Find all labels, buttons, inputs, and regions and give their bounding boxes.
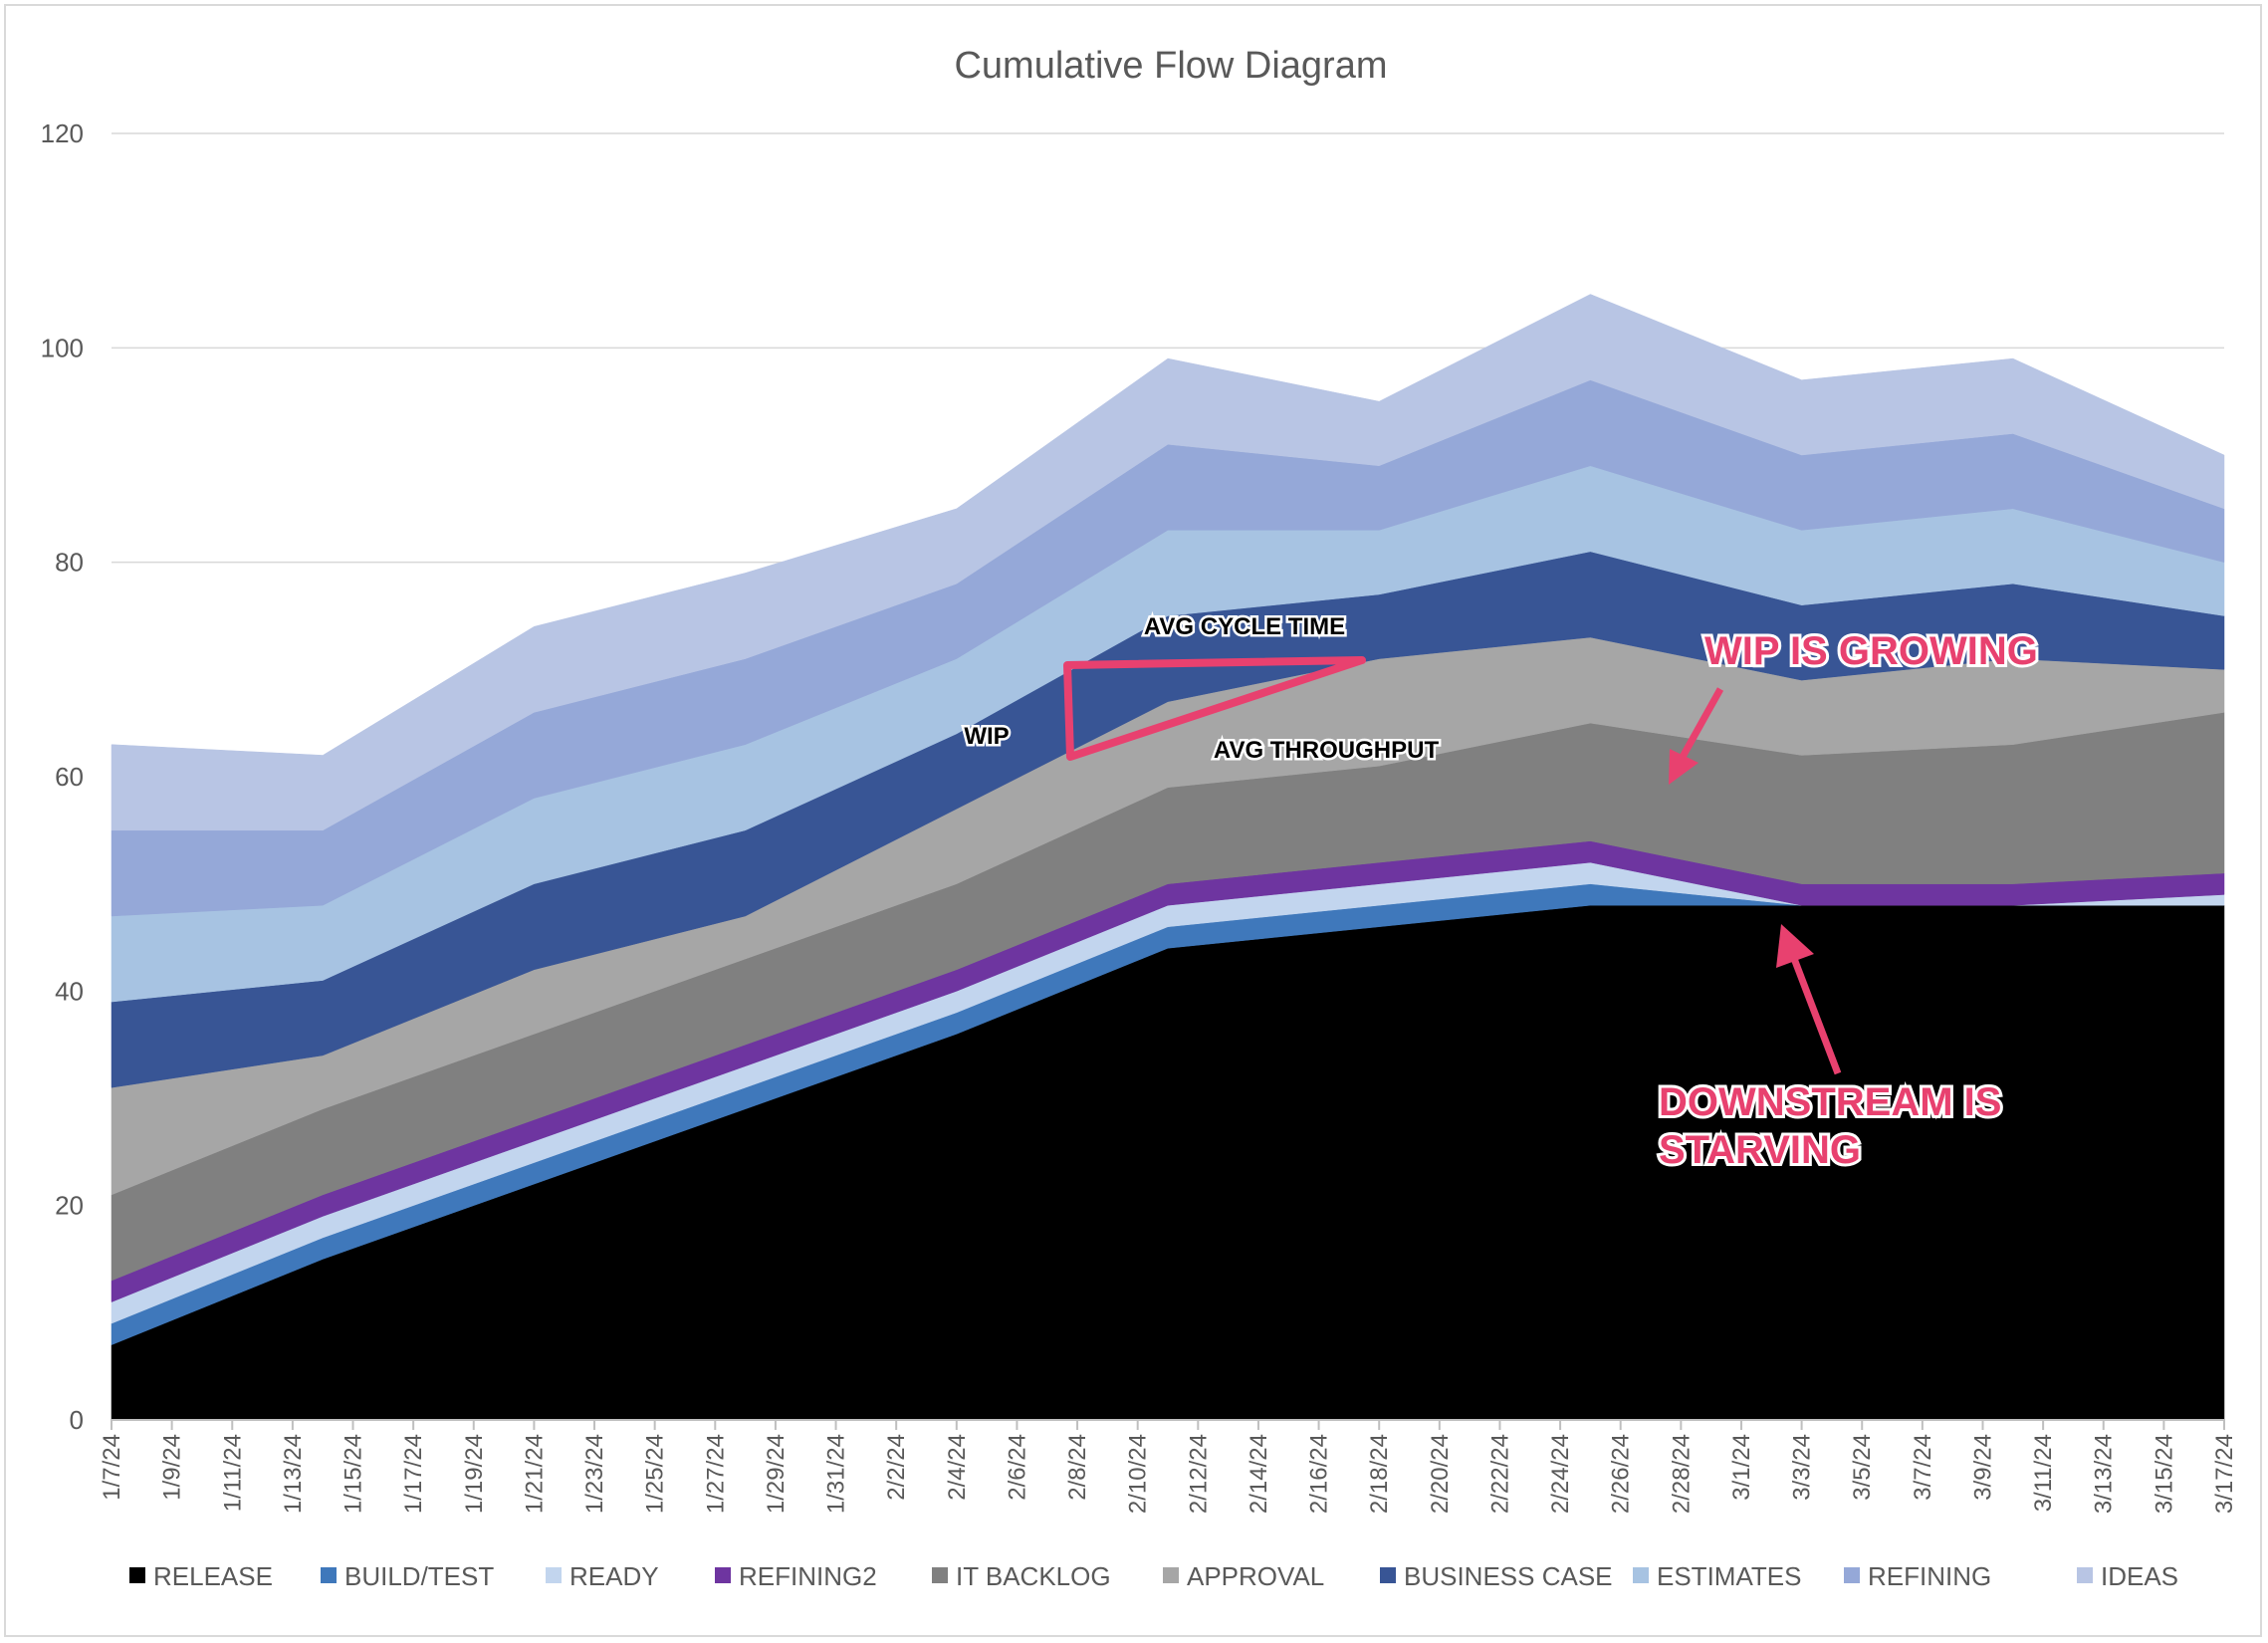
legend-item: REFINING2: [715, 1561, 877, 1591]
x-tick-label: 1/21/24: [521, 1434, 548, 1514]
x-tick-label: 2/14/24: [1246, 1434, 1272, 1514]
legend-item: IT BACKLOG: [932, 1561, 1111, 1591]
legend-label: APPROVAL: [1187, 1561, 1324, 1591]
wip-growing-label: WIP IS GROWING: [1704, 629, 2038, 673]
x-tick-label: 2/6/24: [1004, 1434, 1030, 1501]
downstream-label-line1: DOWNSTREAM IS: [1659, 1080, 2001, 1124]
x-tick-label: 1/9/24: [159, 1434, 186, 1501]
legend-swatch: [715, 1567, 731, 1583]
x-tick-label: 1/7/24: [99, 1434, 125, 1501]
legend-label: RELEASE: [153, 1561, 273, 1591]
legend-item: APPROVAL: [1163, 1561, 1324, 1591]
x-tick-label: 1/23/24: [581, 1434, 608, 1514]
legend-item: BUSINESS CASE: [1380, 1561, 1613, 1591]
x-tick-label: 2/16/24: [1306, 1434, 1333, 1514]
y-tick-label: 100: [41, 333, 84, 362]
legend-swatch: [1380, 1567, 1396, 1583]
wip-growing-arrowhead: [1669, 749, 1699, 785]
wip-growing-arrow-line: [1679, 687, 1724, 759]
x-tick-label: 2/2/24: [883, 1434, 910, 1501]
x-tick-label: 2/10/24: [1125, 1434, 1152, 1514]
legend-label: BUILD/TEST: [344, 1561, 494, 1591]
x-tick-label: 3/15/24: [2151, 1434, 2177, 1514]
y-tick-label: 80: [55, 548, 84, 578]
x-tick-label: 2/24/24: [1547, 1434, 1574, 1514]
x-tick-label: 3/5/24: [1849, 1434, 1876, 1501]
legend-label: READY: [569, 1561, 659, 1591]
legend-swatch: [2077, 1567, 2093, 1583]
x-tick-label: 2/28/24: [1668, 1434, 1695, 1514]
legend-swatch: [129, 1567, 145, 1583]
x-tick-label: 1/15/24: [340, 1434, 367, 1514]
x-tick-label: 2/8/24: [1064, 1434, 1091, 1501]
avg-cycle-time-label: AVG CYCLE TIME: [1144, 613, 1345, 640]
annotations: AVG CYCLE TIME WIP AVG THROUGHPUT WIP IS…: [962, 611, 2041, 1176]
x-tick-label: 3/9/24: [1969, 1434, 1996, 1501]
y-tick-label: 120: [41, 118, 84, 148]
legend-label: REFINING: [1868, 1561, 1991, 1591]
stacked-areas: [111, 294, 2225, 1421]
x-tick-label: 3/11/24: [2030, 1434, 2057, 1512]
x-tick-label: 3/1/24: [1728, 1434, 1755, 1501]
x-tick-label: 1/17/24: [400, 1434, 427, 1514]
legend-label: IT BACKLOG: [956, 1561, 1111, 1591]
x-tick-label: 3/17/24: [2211, 1434, 2238, 1514]
legend: RELEASE BUILD/TEST READY REFINING2 IT BACKLO…: [129, 1561, 2178, 1591]
x-tick-label: 3/7/24: [1910, 1434, 1936, 1501]
x-tick-label: 1/27/24: [702, 1434, 729, 1514]
legend-label: BUSINESS CASE: [1404, 1561, 1613, 1591]
x-tick-label: 3/13/24: [2091, 1434, 2118, 1514]
area-ideas: [111, 294, 2225, 831]
x-tick-label: 2/4/24: [944, 1434, 971, 1501]
legend-item: REFINING: [1844, 1561, 1991, 1591]
x-tick-label: 1/29/24: [763, 1434, 790, 1514]
legend-swatch: [932, 1567, 948, 1583]
x-tick-label: 2/26/24: [1608, 1434, 1635, 1514]
downstream-arrow-line: [1789, 954, 1842, 1075]
wip-label: WIP: [964, 723, 1009, 750]
y-tick-label: 0: [70, 1405, 84, 1435]
legend-swatch: [546, 1567, 562, 1583]
x-tick-label: 1/25/24: [642, 1434, 669, 1514]
y-tick-label: 20: [55, 1191, 84, 1221]
x-tick-label: 2/20/24: [1427, 1434, 1454, 1514]
legend-item: ESTIMATES: [1633, 1561, 1801, 1591]
x-tick-label: 2/12/24: [1185, 1434, 1212, 1514]
x-tick-label: 2/22/24: [1486, 1434, 1513, 1514]
y-axis: 0 20 40 60 80 100 120: [41, 118, 84, 1435]
legend-item: BUILD/TEST: [321, 1561, 494, 1591]
legend-swatch: [321, 1567, 337, 1583]
legend-swatch: [1163, 1567, 1179, 1583]
avg-throughput-label: AVG THROUGHPUT: [1214, 737, 1440, 764]
y-tick-label: 40: [55, 976, 84, 1006]
chart-title: Cumulative Flow Diagram: [954, 45, 1387, 87]
x-tick-label: 1/11/24: [219, 1434, 246, 1512]
legend-swatch: [1844, 1567, 1860, 1583]
y-tick-label: 60: [55, 762, 84, 792]
legend-item: IDEAS: [2077, 1561, 2178, 1591]
x-tick-label: 1/19/24: [461, 1434, 488, 1514]
legend-label: REFINING2: [739, 1561, 877, 1591]
x-axis: 1/7/24 1/9/24 1/11/24 1/13/24 1/15/24 1/17/24…: [99, 1419, 2238, 1514]
x-tick-label: 1/31/24: [823, 1434, 850, 1514]
x-tick-label: 3/3/24: [1789, 1434, 1816, 1501]
legend-swatch: [1633, 1567, 1649, 1583]
legend-label: IDEAS: [2101, 1561, 2178, 1591]
legend-label: ESTIMATES: [1657, 1561, 1801, 1591]
downstream-label-line2: STARVING: [1659, 1128, 1861, 1172]
x-tick-label: 1/13/24: [280, 1434, 307, 1514]
downstream-arrowhead: [1776, 924, 1814, 968]
legend-item: READY: [546, 1561, 659, 1591]
legend-item: RELEASE: [129, 1561, 273, 1591]
cycle-time-throughput-triangle: [1063, 656, 1366, 761]
x-tick-label: 2/18/24: [1366, 1434, 1393, 1514]
